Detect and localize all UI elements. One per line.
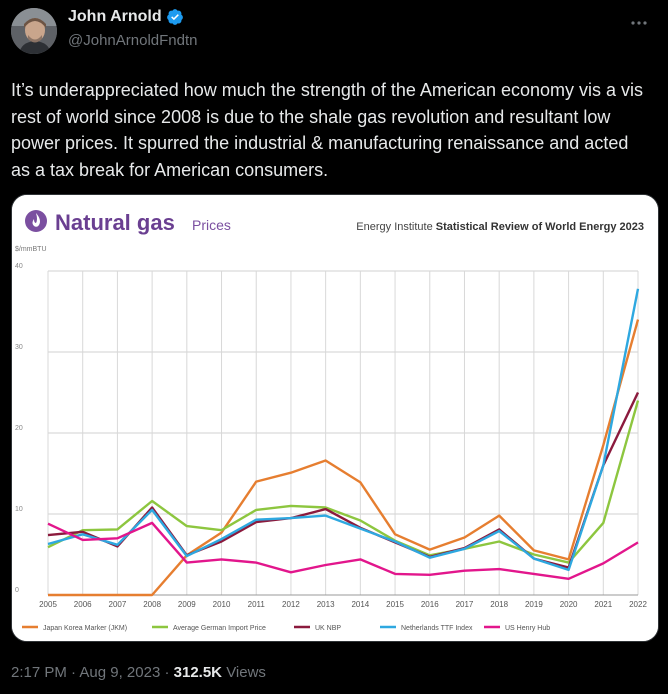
meta-separator: · <box>71 664 77 681</box>
chart-source: Energy Institute Statistical Review of Wo… <box>356 221 644 233</box>
x-tick-label: 2011 <box>248 600 266 609</box>
x-tick-label: 2012 <box>282 600 300 609</box>
x-tick-label: 2006 <box>74 600 92 609</box>
chart-source-prefix: Energy Institute <box>356 221 432 233</box>
verified-badge-icon <box>166 9 183 25</box>
series-line <box>48 319 640 597</box>
y-tick-label: 40 <box>15 263 23 270</box>
meta-separator: · <box>164 664 170 681</box>
avatar[interactable] <box>11 8 57 54</box>
x-tick-label: 2016 <box>421 600 439 609</box>
x-tick-label: 2014 <box>351 600 369 609</box>
series-line <box>47 288 640 572</box>
y-tick-label: 0 <box>15 587 19 594</box>
author-handle[interactable]: @JohnArnoldFndtn <box>68 32 198 49</box>
tweet-date[interactable]: Aug 9, 2023 <box>79 664 161 681</box>
chart-source-suffix: Statistical Review of World Energy 2023 <box>436 221 644 233</box>
chart-grid: 0 10 20 30 40 <box>15 263 639 596</box>
x-tick-label: 2005 <box>39 600 57 609</box>
natural-gas-chart: Natural gas Prices Energy Institute Stati… <box>12 195 658 641</box>
flame-icon <box>25 210 47 232</box>
chart-ylabel: $/mmBTU <box>15 246 47 253</box>
chart-xticks: 2005 2006 2007 2008 2009 2010 2011 2012 2013 2014… <box>39 600 647 609</box>
series-line <box>47 521 639 580</box>
tweet-time[interactable]: 2:17 PM <box>11 664 67 681</box>
legend-label: US Henry Hub <box>505 625 550 632</box>
chart-image[interactable]: Natural gas Prices Energy Institute Stati… <box>11 194 659 642</box>
chart-lines <box>47 288 640 597</box>
x-tick-label: 2010 <box>213 600 231 609</box>
legend-label: Netherlands TTF Index <box>401 625 473 632</box>
author-row: John Arnold <box>68 8 184 26</box>
chart-subtitle: Prices <box>192 217 231 233</box>
x-tick-label: 2007 <box>109 600 127 609</box>
x-tick-label: 2015 <box>386 600 404 609</box>
x-tick-label: 2022 <box>629 600 647 609</box>
x-tick-label: 2021 <box>594 600 612 609</box>
tweet-meta: 2:17 PM · Aug 9, 2023 · 312.5K Views <box>11 664 266 681</box>
x-tick-label: 2019 <box>525 600 543 609</box>
y-tick-label: 20 <box>15 425 23 432</box>
views-count: 312.5K <box>173 664 223 681</box>
x-tick-label: 2018 <box>490 600 508 609</box>
avatar-image <box>11 8 57 54</box>
series-line <box>47 400 640 564</box>
chart-legend: Japan Korea Marker (JKM) Average German I… <box>22 625 550 632</box>
legend-label: Average German Import Price <box>173 625 266 632</box>
y-tick-label: 10 <box>15 506 23 513</box>
x-tick-label: 2017 <box>456 600 474 609</box>
tweet-text: It’s underappreciated how much the stren… <box>11 80 644 180</box>
x-tick-label: 2020 <box>560 600 578 609</box>
views-label: Views <box>226 664 266 681</box>
legend-label: UK NBP <box>315 625 341 632</box>
more-icon[interactable] <box>630 10 648 31</box>
author-name[interactable]: John Arnold <box>68 8 162 25</box>
chart-title: Natural gas <box>55 210 175 235</box>
legend-label: Japan Korea Marker (JKM) <box>43 625 127 632</box>
x-tick-label: 2009 <box>178 600 196 609</box>
x-tick-label: 2013 <box>317 600 335 609</box>
y-tick-label: 30 <box>15 344 23 351</box>
x-tick-label: 2008 <box>143 600 161 609</box>
